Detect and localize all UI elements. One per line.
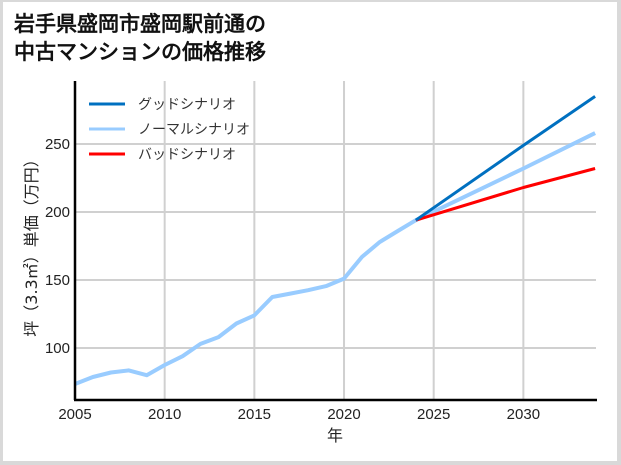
chart-title: 岩手県盛岡市盛岡駅前通の 中古マンションの価格推移 xyxy=(14,10,266,66)
x-tick-label: 2015 xyxy=(238,406,271,423)
series-line xyxy=(415,167,596,222)
x-tick-label: 2010 xyxy=(148,406,181,423)
image-border-top xyxy=(0,0,621,2)
y-tick-label: 100 xyxy=(45,340,70,357)
y-tick-labels: 100 150 200 250 xyxy=(45,136,70,357)
axes-spines xyxy=(73,81,597,402)
legend-item: グッドシナリオ xyxy=(89,97,236,113)
legend-label: グッドシナリオ xyxy=(138,97,236,113)
x-tick-label: 2030 xyxy=(507,406,540,423)
y-tick-label: 250 xyxy=(45,136,70,153)
y-tick-label: 150 xyxy=(45,272,70,289)
y-axis-label: 坪（3.3㎡）単価（万円） xyxy=(22,151,41,336)
legend-item: ノーマルシナリオ xyxy=(89,122,250,138)
x-tick-label: 2005 xyxy=(58,406,91,423)
x-tick-label: 2025 xyxy=(417,406,450,423)
x-axis-label: 年 xyxy=(327,426,343,445)
x-tick-label: 2020 xyxy=(327,406,360,423)
image-border-left xyxy=(0,0,3,465)
chart-title-line2: 中古マンションの価格推移 xyxy=(14,40,266,64)
series-line xyxy=(414,95,596,222)
chart-title-line1: 岩手県盛岡市盛岡駅前通の xyxy=(14,12,266,36)
y-tick-label: 200 xyxy=(45,204,70,221)
series-line xyxy=(74,131,596,386)
legend-label: バッドシナリオ xyxy=(138,147,236,163)
series-lines xyxy=(74,95,596,386)
legend-item: バッドシナリオ xyxy=(89,147,236,163)
x-tick-labels: 2005 2010 2015 2020 2025 2030 xyxy=(58,406,540,423)
legend-label: ノーマルシナリオ xyxy=(138,122,250,138)
